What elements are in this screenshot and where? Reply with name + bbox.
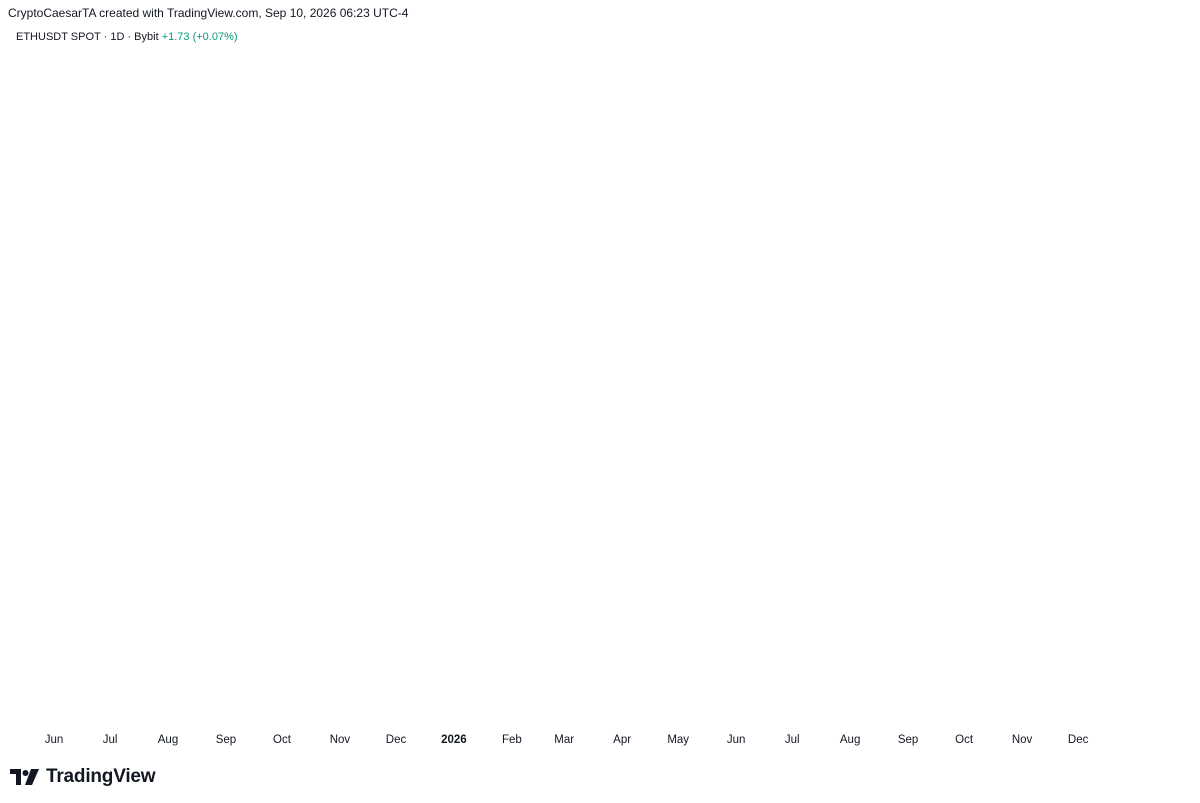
tradingview-wordmark: TradingView (46, 766, 156, 787)
x-tick-label: Dec (386, 734, 407, 746)
x-tick-label: Sep (216, 734, 236, 746)
x-tick-label: Aug (158, 734, 178, 746)
x-tick-label: Mar (554, 734, 574, 746)
x-tick-label: Nov (1012, 734, 1033, 746)
x-tick-label: Jun (727, 734, 746, 746)
tradingview-logo-icon (10, 769, 39, 785)
x-tick-label: Jul (103, 734, 118, 746)
symbol-name: ETHUSDT SPOT · 1D · Bybit (16, 31, 159, 43)
x-tick-label: Oct (273, 734, 292, 746)
x-tick-label: Nov (330, 734, 351, 746)
x-tick-label: Dec (1068, 734, 1089, 746)
x-tick-label: Jun (45, 734, 64, 746)
x-tick-label: 2026 (441, 734, 467, 746)
price-change: +1.73 (+0.07%) (161, 31, 238, 43)
x-tick-label: Jul (785, 734, 800, 746)
symbol-info[interactable]: ETHUSDT SPOT · 1D · Bybit +1.73 (+0.07%) (16, 31, 238, 43)
x-tick-label: Feb (502, 734, 522, 746)
time-axis: Jun Jul Aug Sep Oct Nov Dec 2026 Feb Mar Apr May Jun… (45, 734, 1089, 746)
x-tick-label: Sep (898, 734, 918, 746)
chart-credit: CryptoCaesarTA created with TradingView.… (8, 6, 409, 20)
tradingview-brand[interactable]: TradingView (10, 766, 156, 788)
x-tick-label: Oct (955, 734, 974, 746)
x-tick-label: May (667, 734, 689, 746)
x-tick-label: Apr (613, 734, 631, 746)
x-tick-label: Aug (840, 734, 860, 746)
